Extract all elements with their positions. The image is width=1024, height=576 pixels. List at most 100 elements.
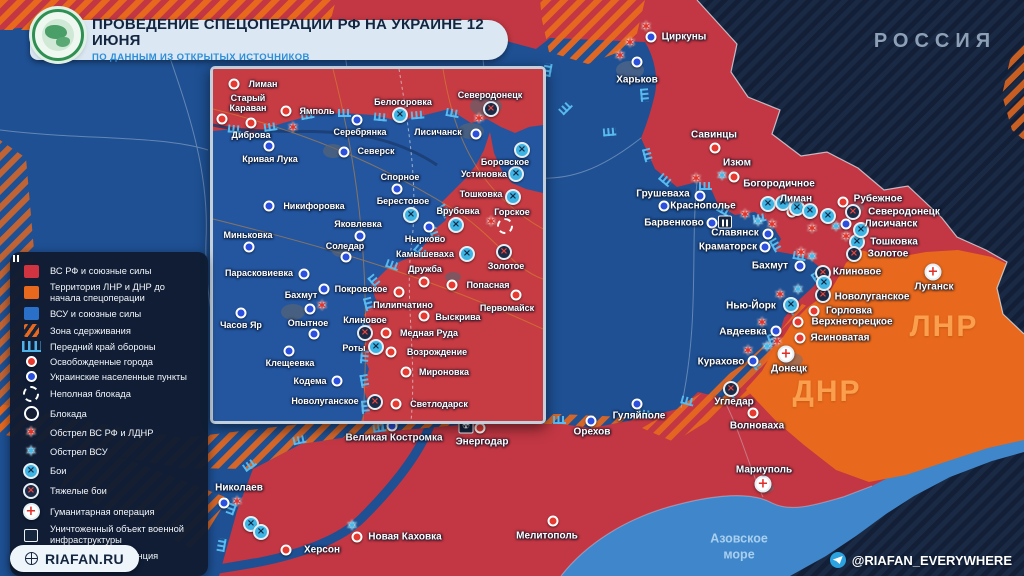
city-label: Медная Руда — [400, 327, 458, 338]
city-label: Донецк — [770, 363, 808, 375]
legend-item: ✶ Обстрел ВСУ — [20, 444, 198, 459]
legend-item: Территория ЛНР и ДНР до начала спецопера… — [20, 282, 198, 303]
red-city-marker — [280, 105, 292, 117]
legend-label: Обстрел ВСУ — [50, 446, 108, 457]
red-city-marker — [747, 407, 759, 419]
city-label: Горловка — [825, 305, 873, 317]
city-label: Попасная — [466, 279, 510, 290]
burst-red-marker: ✶ — [770, 332, 784, 351]
city-label: Волноваха — [729, 420, 785, 432]
city-label: Угледар — [714, 396, 754, 408]
legend-item: Зона сдерживания — [20, 324, 198, 338]
swatch-hatch-icon — [23, 324, 39, 338]
red-city-marker — [418, 276, 430, 288]
city-label: Берестовое — [376, 195, 430, 206]
city-label: Спорное — [380, 171, 420, 182]
legend-icon-cell — [20, 286, 42, 300]
burst-red-marker: ✶ — [805, 219, 819, 238]
city-label: Авдеевка — [719, 326, 767, 338]
city-label: Роты — [342, 342, 366, 353]
battle-marker: × — [23, 463, 39, 480]
front-line-segment — [410, 110, 425, 120]
city-label: Бахмут — [284, 289, 318, 300]
city-label: Новолуганское — [834, 291, 910, 303]
heavy-battle-marker: × — [496, 244, 512, 260]
humanitarian-marker: + — [924, 263, 942, 281]
burst-red-marker: ✶ — [613, 46, 627, 65]
red-city-marker — [510, 289, 522, 301]
city-label: Краснополье — [670, 200, 736, 212]
burst-blue-marker: ✶ — [24, 442, 38, 461]
battle-marker: × — [368, 339, 384, 355]
ua-city-marker — [470, 128, 482, 140]
front-line-segment — [639, 88, 650, 102]
city-label: Белогоровка — [374, 96, 432, 107]
burst-red-marker: ✶ — [623, 33, 637, 52]
city-label: Савинцы — [691, 129, 737, 141]
front-line-segment — [553, 416, 566, 424]
city-label: Парасковиевка — [225, 267, 293, 278]
burst-blue-marker: ✶ — [829, 217, 843, 236]
burst-red-marker: ✶ — [24, 423, 38, 442]
telegram-icon — [829, 552, 846, 568]
legend-item: Освобожденные города — [20, 356, 198, 368]
city-label: Клиновое — [343, 314, 387, 325]
city-label: Орехов — [573, 426, 611, 438]
legend-label: Территория ЛНР и ДНР до начала спецопера… — [50, 282, 165, 303]
burst-red-marker: ✶ — [484, 212, 498, 231]
burst-blue-marker: ✶ — [760, 337, 774, 356]
legend-item: Украинские населенные пункты — [20, 371, 198, 383]
city-label: Опытное — [287, 317, 329, 328]
city-label: Горское — [494, 206, 530, 217]
red-city-marker — [25, 356, 37, 368]
city-label: Золотое — [867, 248, 909, 260]
telegram-link[interactable]: @RIAFAN_EVERYWHERE — [829, 552, 1012, 568]
site-link[interactable]: RIAFAN.RU — [10, 545, 139, 572]
legend-icon-cell: + — [20, 503, 42, 521]
legend-icon-cell — [20, 324, 42, 338]
header-bar: ПРОВЕДЕНИЕ СПЕЦОПЕРАЦИИ РФ НА УКРАИНЕ 12… — [30, 16, 508, 63]
ua-city-marker — [759, 241, 771, 253]
legend-icon-cell — [20, 371, 42, 383]
front-line-segment — [338, 109, 351, 117]
ua-city-marker — [263, 140, 275, 152]
burst-blue-marker: ✶ — [345, 516, 359, 535]
city-label: Богородичное — [743, 178, 815, 190]
legend-icon-cell: × — [20, 463, 42, 480]
legend-icon-cell: ✶ — [20, 425, 42, 440]
city-label: Луганск — [914, 281, 954, 293]
city-label: Рубежное — [853, 193, 903, 205]
infra-marker — [718, 215, 732, 229]
region-label: Азовское море — [710, 531, 768, 561]
burst-blue-marker: ✶ — [791, 280, 805, 299]
legend-icon-cell — [20, 341, 42, 353]
ua-city-marker — [354, 230, 366, 242]
battle-marker: × — [392, 107, 408, 123]
city-label: Возрождение — [406, 346, 468, 357]
swatch-orange-icon — [23, 286, 39, 300]
ua-city-marker — [762, 228, 774, 240]
burst-red-marker: ✶ — [794, 243, 808, 262]
city-label: Серебрянка — [333, 126, 387, 137]
ua-city-marker — [658, 200, 670, 212]
city-label: Дружба — [408, 263, 442, 274]
battle-marker: × — [448, 217, 464, 233]
city-label: Мариуполь — [735, 464, 793, 476]
ua-city-marker — [351, 114, 363, 126]
legend-label: Неполная блокада — [50, 389, 131, 400]
legend-label: Бои — [50, 466, 67, 477]
front-line-segment — [373, 112, 388, 122]
inset-map: Лиман Старый Караван Ямполь Диброва × Белогор… — [210, 66, 546, 424]
legend-icon-cell: ✶ — [20, 444, 42, 459]
legend-icon-cell — [20, 406, 42, 422]
city-label: Циркуны — [661, 31, 707, 43]
burst-blue-marker: ✶ — [805, 247, 819, 266]
legend-icon-cell — [20, 528, 42, 542]
swatch-blue-icon — [23, 307, 39, 321]
red-city-marker — [216, 113, 228, 125]
red-city-marker — [547, 515, 559, 527]
city-label: Северодонецк — [868, 206, 940, 218]
battle-marker: × — [802, 203, 818, 219]
red-city-marker — [709, 142, 721, 154]
city-label: Часов Яр — [220, 319, 262, 330]
